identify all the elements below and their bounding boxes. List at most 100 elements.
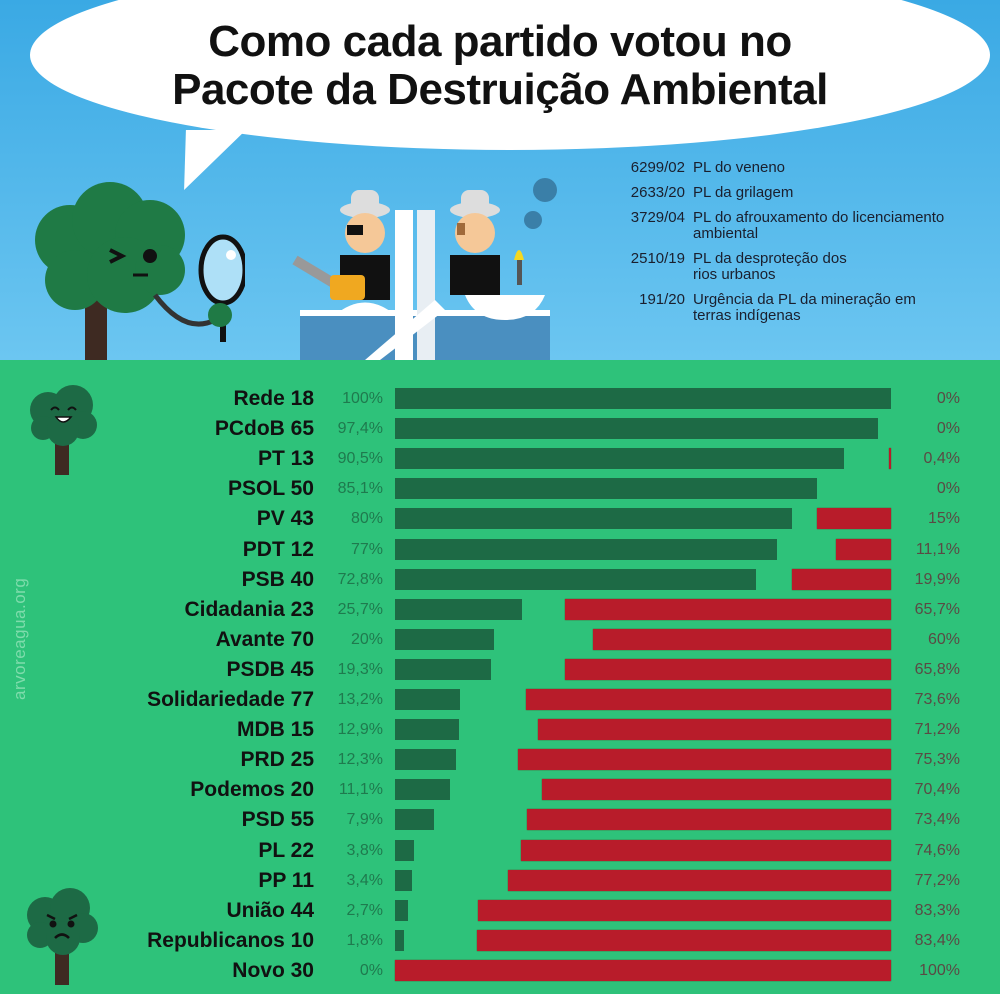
favor-percent: 3,4% [346, 871, 383, 889]
against-bar [889, 448, 891, 470]
chart-row: Rede 18 100% 0% [0, 385, 1000, 415]
chart-row: Solidariedade 77 13,2% 73,6% [0, 686, 1000, 716]
speech-bubble [30, 0, 990, 150]
favor-percent: 72,8% [337, 570, 383, 588]
favor-bar [395, 749, 456, 771]
favor-bar [395, 899, 409, 921]
legend-item: 2510/19 PL da desproteção dos rios urbano… [585, 251, 995, 283]
against-bar [564, 658, 891, 680]
happy-tree-icon [30, 385, 97, 475]
party-label: PSB 40 [241, 567, 314, 591]
party-label: Podemos 20 [190, 778, 314, 802]
against-bar [395, 959, 891, 981]
favor-percent: 12,3% [337, 751, 383, 769]
against-percent: 65,8% [914, 660, 960, 678]
chart-row: PT 13 90,5% 0,4% [0, 445, 1000, 475]
against-bar [792, 568, 891, 590]
favor-bar [395, 719, 459, 741]
favor-bar [395, 568, 757, 590]
against-percent: 73,4% [914, 811, 960, 829]
party-label: PV 43 [256, 507, 314, 531]
favor-percent: 100% [342, 390, 383, 407]
party-label: PSOL 50 [228, 477, 314, 501]
bill-code: 6299/02 [630, 159, 685, 176]
bill-description: PL do veneno [693, 159, 786, 176]
party-label: PP 11 [258, 868, 314, 892]
against-bar [517, 749, 891, 771]
favor-bar [395, 418, 879, 440]
against-bar [537, 719, 891, 741]
favor-percent: 1,8% [346, 931, 383, 949]
favor-percent: 25,7% [337, 600, 383, 618]
party-label: Rede 18 [233, 387, 314, 410]
favor-bar [395, 809, 435, 831]
title-line-1: Como cada partido votou no [208, 17, 792, 66]
favor-percent: 90,5% [337, 450, 383, 468]
party-label: Solidariedade 77 [147, 688, 314, 711]
chart-row: PRD 25 12,3% 75,3% [0, 746, 1000, 776]
against-bar [835, 538, 891, 560]
against-bar [525, 689, 891, 710]
legend-item: 6299/02 PL do veneno [585, 160, 995, 176]
favor-percent: 80% [350, 510, 383, 528]
favor-percent: 97,4% [337, 420, 383, 438]
favor-bar [395, 388, 891, 409]
chart-row: PSB 40 72,8% 19,9% [0, 566, 1000, 596]
against-percent: 11,1% [915, 540, 960, 558]
favor-bar [395, 779, 451, 801]
chart-row: PCdoB 65 97,4% 0% [0, 415, 1000, 445]
bill-description: Urgência da PL da mineração em terras in… [693, 291, 916, 324]
party-label: Republicanos 10 [147, 928, 314, 952]
chart-row: PSD 55 7,9% 73,4% [0, 806, 1000, 836]
against-bar [565, 598, 891, 620]
title-line-2: Pacote da Destruição Ambiental [172, 65, 828, 114]
against-percent: 100% [919, 961, 960, 979]
favor-percent: 20% [350, 630, 383, 648]
against-bar [816, 508, 891, 530]
bill-description: PL da desproteção dos rios urbanos [693, 250, 847, 283]
chart-row: Cidadania 23 25,7% 65,7% [0, 596, 1000, 626]
favor-bar [395, 658, 491, 680]
chart-row: PSOL 50 85,1% 0% [0, 475, 1000, 505]
favor-percent: 13,2% [337, 691, 383, 708]
against-percent: 83,3% [914, 901, 960, 919]
party-label: PT 13 [257, 447, 314, 471]
party-label: PL 22 [258, 838, 314, 862]
party-label: PCdoB 65 [214, 417, 314, 441]
party-label: Cidadania 23 [184, 597, 314, 621]
favor-bar [395, 689, 461, 710]
against-bar [593, 628, 891, 650]
chart-row: PL 22 3,8% 74,6% [0, 837, 1000, 867]
against-percent: 60% [927, 630, 960, 648]
favor-bar [395, 628, 495, 650]
against-percent: 83,4% [914, 931, 960, 949]
angry-tree-icon [27, 888, 98, 985]
favor-bar [395, 538, 777, 560]
legend-item: 191/20 Urgência da PL da mineração em ter… [585, 292, 995, 324]
tree-detective-icon [35, 182, 245, 360]
against-percent: 77,2% [914, 871, 960, 889]
party-label: Avante 70 [215, 627, 314, 651]
favor-percent: 3,8% [346, 841, 383, 859]
against-percent: 71,2% [914, 721, 960, 739]
bill-description: PL da grilagem [693, 184, 794, 201]
party-label: PSDB 45 [226, 657, 314, 681]
favor-bar [395, 508, 792, 530]
against-percent: 70,4% [914, 781, 960, 799]
against-bar [541, 779, 891, 801]
bill-code: 2510/19 [630, 250, 685, 267]
party-label: PDT 12 [242, 537, 314, 561]
against-bar [520, 839, 891, 861]
against-percent: 0% [936, 420, 960, 438]
against-bar [508, 869, 891, 891]
favor-bar [395, 869, 412, 891]
party-label: MDB 15 [236, 718, 314, 742]
bill-code: 191/20 [639, 291, 685, 308]
party-label: PRD 25 [240, 748, 314, 772]
favor-bar [395, 929, 404, 951]
favor-percent: 0% [359, 961, 383, 979]
chart-row: Avante 70 20% 60% [0, 626, 1000, 656]
chart-row: PV 43 80% 15% [0, 505, 1000, 535]
party-label: PSD 55 [241, 808, 314, 832]
chart-row: PDT 12 77% 11,1% [0, 536, 1000, 566]
